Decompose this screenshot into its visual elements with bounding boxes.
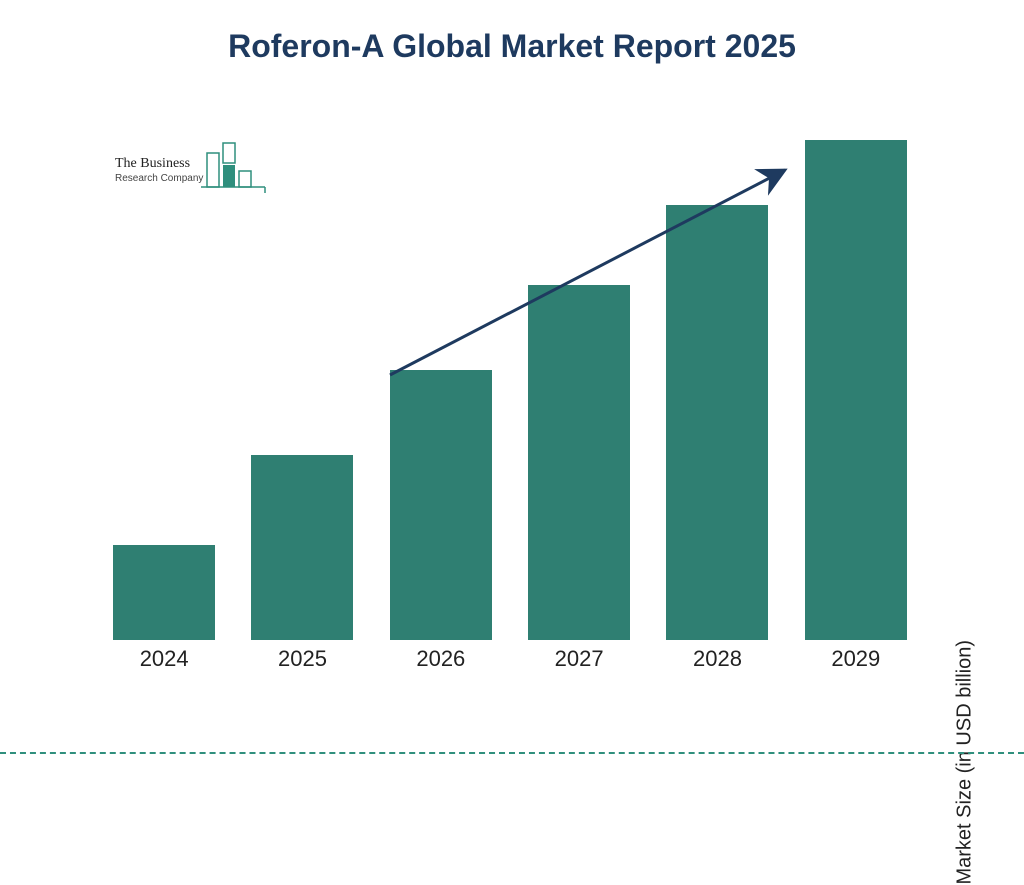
x-label: 2026 — [372, 640, 510, 680]
x-label: 2029 — [787, 640, 925, 680]
x-axis: 2024 2025 2026 2027 2028 2029 — [95, 640, 925, 680]
bar-slot — [233, 135, 371, 640]
bar-2024 — [113, 545, 215, 640]
bar-2025 — [251, 455, 353, 640]
y-axis-label: Market Size (in USD billion) — [954, 640, 977, 885]
bar-slot — [648, 135, 786, 640]
bar-2026 — [390, 370, 492, 640]
x-label: 2027 — [510, 640, 648, 680]
x-label: 2024 — [95, 640, 233, 680]
x-label: 2025 — [233, 640, 371, 680]
bars-container — [95, 135, 925, 640]
bar-2028 — [666, 205, 768, 640]
x-label: 2028 — [648, 640, 786, 680]
bar-slot — [787, 135, 925, 640]
bar-slot — [372, 135, 510, 640]
bar-slot — [95, 135, 233, 640]
bar-2029 — [805, 140, 907, 640]
bar-2027 — [528, 285, 630, 640]
bottom-divider — [0, 752, 1024, 754]
chart-area: The Business Research Company 2024 2025 … — [95, 135, 925, 680]
chart-title: Roferon-A Global Market Report 2025 — [0, 0, 1024, 65]
bar-slot — [510, 135, 648, 640]
